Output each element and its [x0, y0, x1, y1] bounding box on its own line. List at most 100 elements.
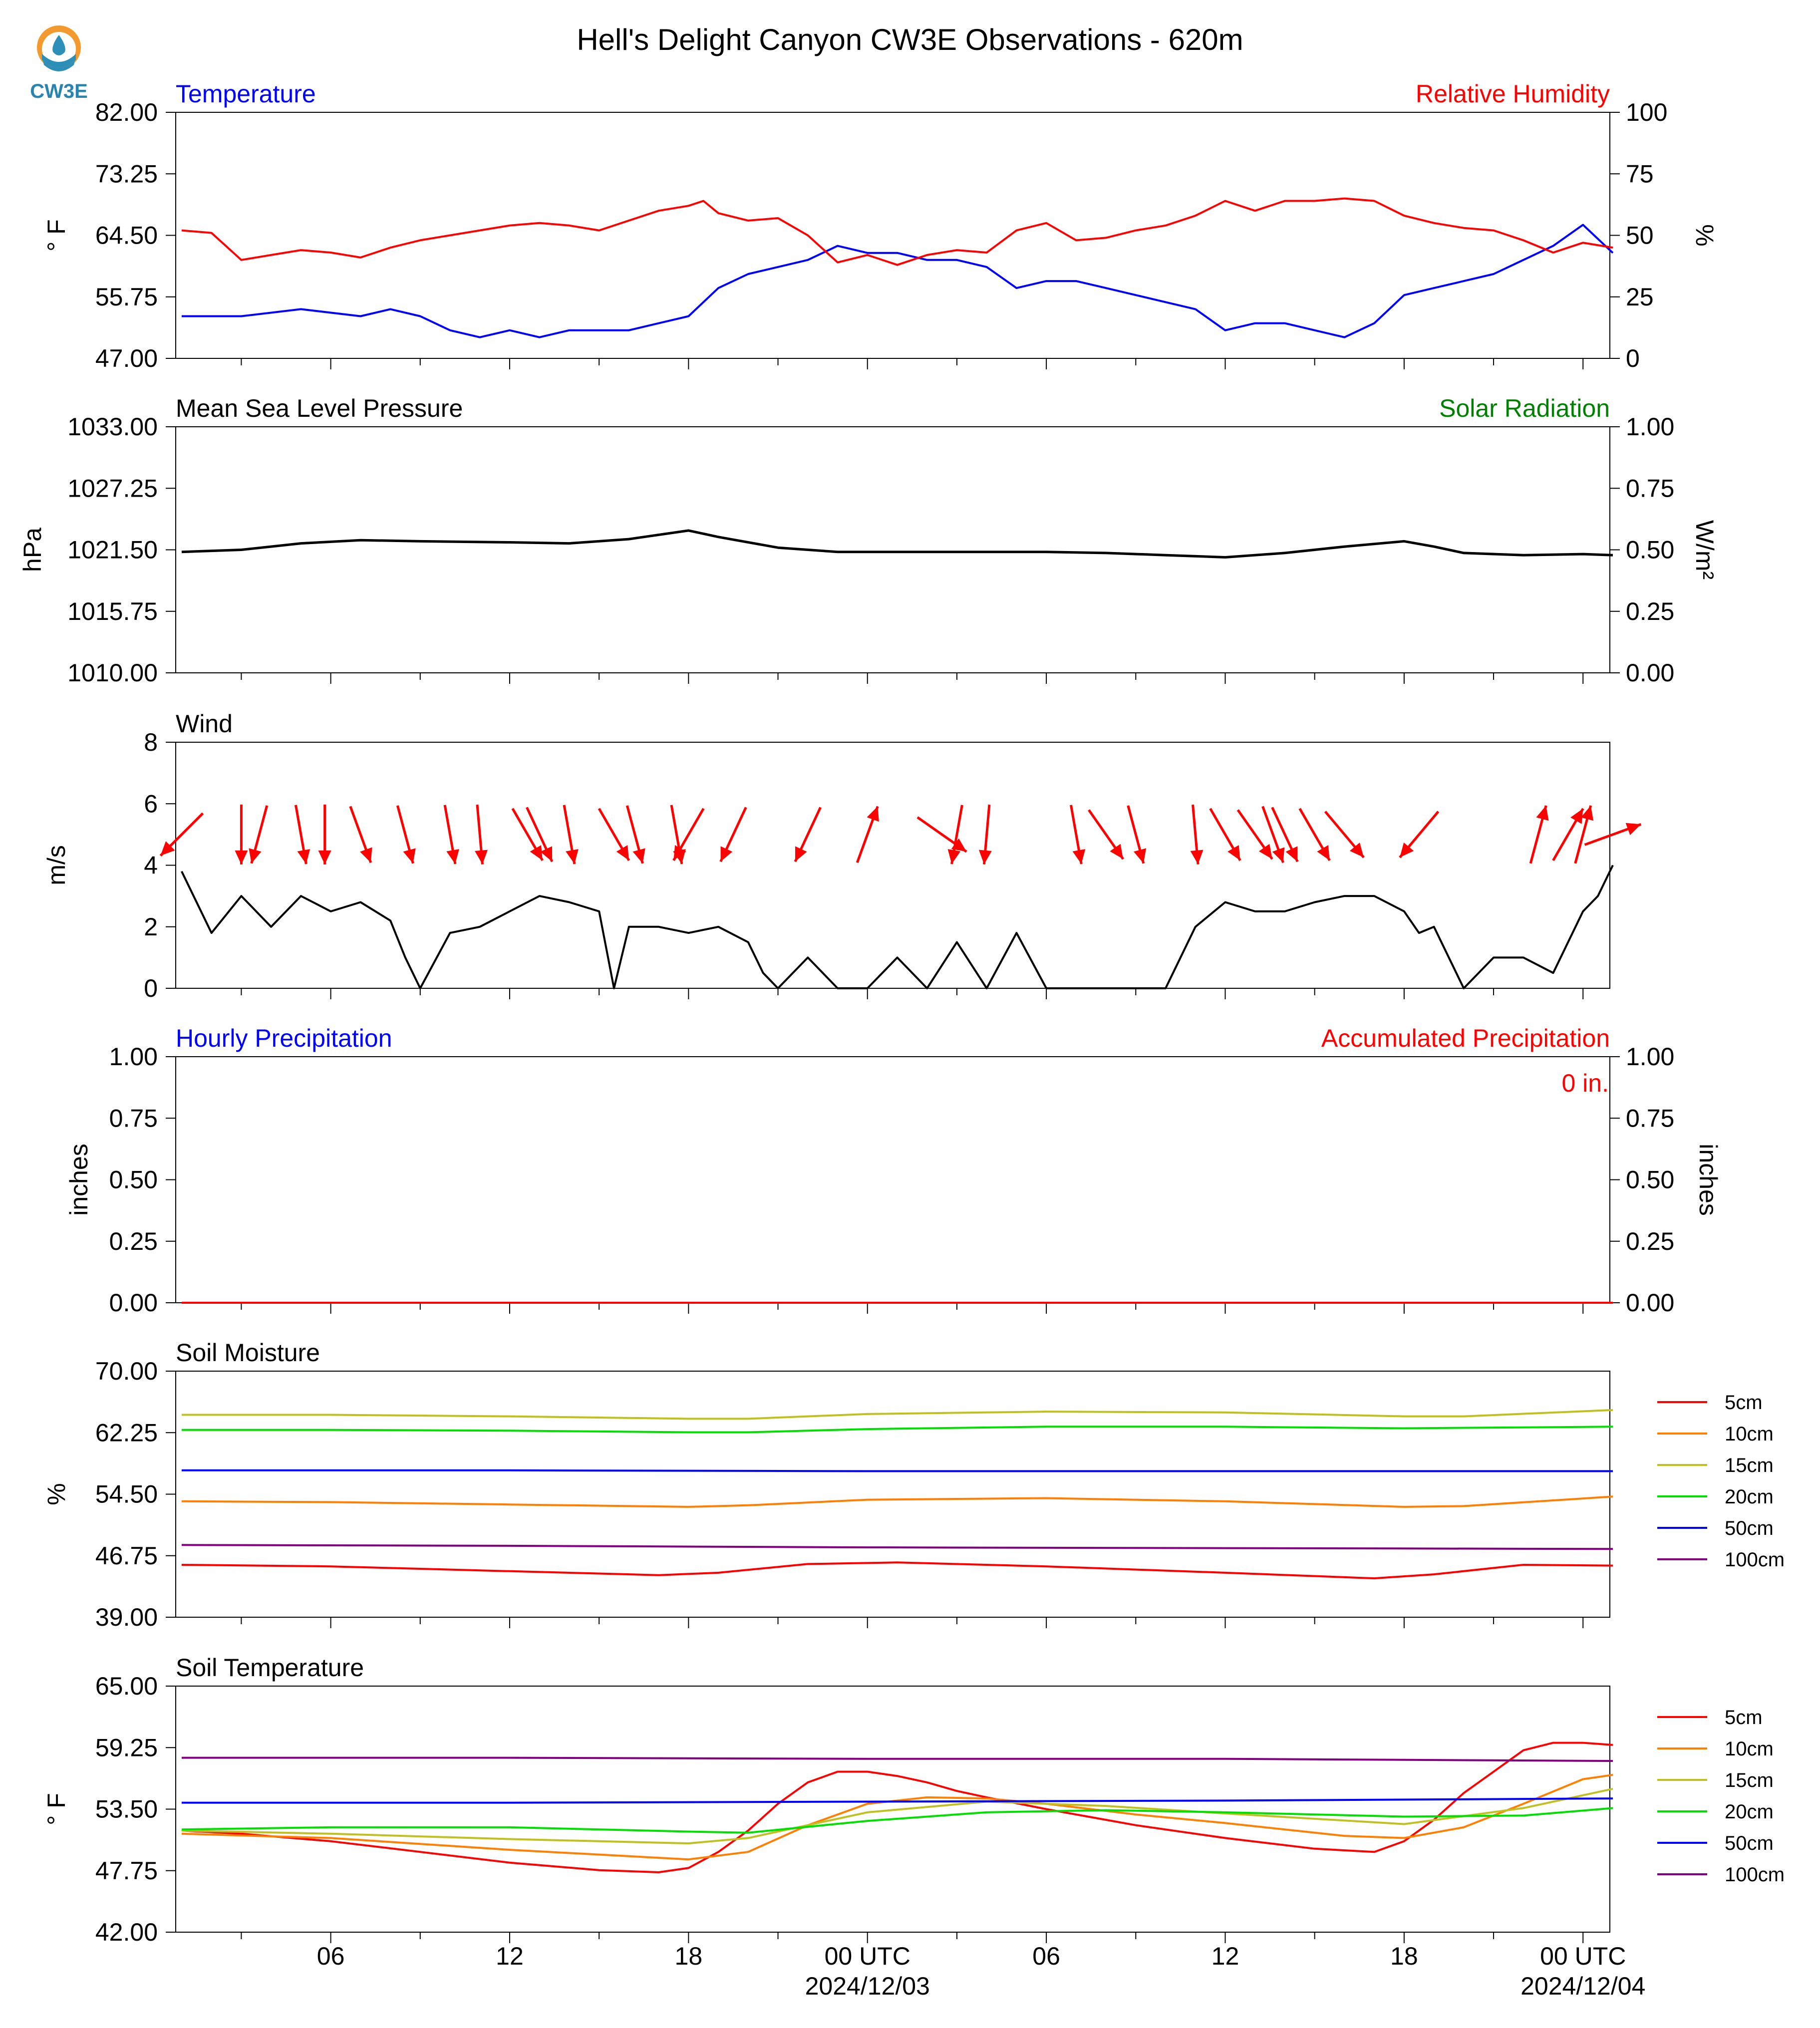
soilm-legend-label: 100cm: [1725, 1549, 1785, 1571]
wind-arrow-head: [867, 806, 879, 822]
soilm-series-10cm-line: [181, 1495, 1613, 1508]
soilt-legend-label: 10cm: [1725, 1738, 1774, 1760]
page-title: Hell's Delight Canyon CW3E Observations …: [577, 23, 1243, 56]
wind-arrow: [1552, 808, 1584, 862]
soilt-series-100cm-line: [181, 1756, 1613, 1762]
soilm-series-15cm-line: [181, 1409, 1613, 1420]
wind-arrow: [1209, 808, 1241, 862]
wind-arrow: [947, 805, 963, 865]
wind-arrow: [1069, 805, 1086, 865]
precip-ylabel: inches: [65, 1144, 93, 1216]
x-tick-label: 12: [496, 1942, 524, 1970]
wind-arrow-head: [160, 841, 175, 856]
soilt-legend-label: 50cm: [1725, 1832, 1774, 1854]
x-tick-date: 2024/12/03: [805, 1972, 930, 2000]
wind-ylabel: m/s: [42, 845, 70, 885]
wind-ytick-label: 0: [144, 974, 158, 1002]
precip-frame: [175, 1056, 1610, 1303]
pres-y2tick-label: 1.00: [1626, 413, 1674, 441]
wind-arrow-head: [673, 845, 686, 861]
wind-arrow: [159, 812, 204, 857]
temp-title-right: Relative Humidity: [1416, 80, 1610, 108]
wind-arrow-head: [1625, 823, 1641, 836]
logo-wordmark: CW3E: [30, 80, 88, 102]
soilm-ytick-label: 54.50: [95, 1480, 158, 1508]
x-tick-label: 12: [1212, 1942, 1239, 1970]
wind-ytick-label: 6: [144, 790, 158, 818]
wind-arrow: [249, 805, 269, 864]
temp-y2tick-label: 25: [1626, 283, 1654, 311]
panel-soilm: Soil Moisture 70.00 62.25 54.50 46.75 39.00% 5…: [42, 1339, 1785, 1631]
pres-series-0-line: [181, 529, 1613, 559]
wind-arrow-head: [1110, 844, 1123, 859]
wind-arrow-head: [947, 849, 961, 864]
pres-title-right: Solar Radiation: [1439, 394, 1610, 422]
precip-ytick-label: 0.75: [109, 1104, 158, 1132]
soilt-legend: 5cm 10cm 15cm 20cm 50cm 100cm: [1657, 1707, 1785, 1886]
wind-arrow: [1088, 809, 1125, 860]
temp-ytick-label: 73.25: [95, 160, 158, 188]
temp-ytick-label: 82.00: [95, 98, 158, 126]
soilm-legend-label: 15cm: [1725, 1454, 1774, 1476]
temp-title-left: Temperature: [176, 80, 316, 108]
wind-arrow: [475, 804, 488, 865]
wind-arrow: [511, 808, 544, 862]
precip-y2tick-label: 1.00: [1626, 1043, 1674, 1071]
wind-arrow-head: [1227, 845, 1240, 861]
pres-y2label: W/m²: [1691, 520, 1719, 579]
x-tick-label: 18: [675, 1942, 703, 1970]
soilm-legend: 5cm 10cm 15cm 20cm 50cm 100cm: [1657, 1392, 1785, 1571]
wind-arrow-head: [235, 850, 248, 865]
soilt-series-20cm-line: [181, 1807, 1613, 1834]
wind-arrow-head: [720, 846, 733, 862]
pres-frame: [175, 426, 1610, 673]
soilt-series-5cm-line: [181, 1741, 1613, 1873]
soilt-ytick-label: 59.25: [95, 1734, 158, 1761]
soilm-frame: [175, 1371, 1610, 1618]
wind-arrow: [318, 804, 331, 865]
soilt-ytick-label: 47.75: [95, 1857, 158, 1885]
wind-arrow: [856, 806, 879, 864]
precip-y2tick-label: 0.50: [1626, 1166, 1674, 1194]
panel-temp: Temperature Relative Humidity 82.00 73.25 64…: [42, 80, 1719, 372]
wind-arrow-head: [566, 849, 579, 864]
pres-y2tick-label: 0.00: [1626, 659, 1674, 687]
temp-ytick-label: 64.50: [95, 222, 158, 250]
wind-ytick-label: 2: [144, 913, 158, 941]
x-tick-label: 06: [1032, 1942, 1060, 1970]
wind-arrow: [625, 805, 645, 864]
temp-y2tick-label: 0: [1626, 344, 1640, 372]
temp-ytick-label: 55.75: [95, 283, 158, 311]
wind-arrow: [1529, 805, 1549, 864]
x-tick-label: 00 UTC: [825, 1942, 910, 1970]
pres-ylabel: hPa: [18, 528, 46, 572]
soilt-legend-label: 100cm: [1725, 1864, 1785, 1886]
wind-arrow: [294, 805, 310, 865]
soilt-ytick-label: 53.50: [95, 1795, 158, 1823]
pres-ytick-label: 1021.50: [67, 536, 158, 564]
wind-arrow-head: [1536, 805, 1549, 821]
wind-arrow: [1190, 804, 1204, 865]
temp-frame: [175, 112, 1610, 359]
wind-arrow-head: [530, 845, 543, 861]
soilm-ytick-label: 39.00: [95, 1603, 158, 1631]
precip-title-left: Hourly Precipitation: [176, 1024, 392, 1052]
wind-arrow: [443, 805, 459, 865]
chart-panels: Temperature Relative Humidity82.0073.2564…: [18, 80, 1785, 1946]
x-tick-label: 06: [317, 1942, 345, 1970]
soilm-series-100cm-line: [181, 1544, 1613, 1550]
wind-arrow: [1271, 807, 1299, 863]
soilt-series-15cm-line: [181, 1787, 1613, 1845]
temp-y2tick-label: 100: [1626, 98, 1667, 126]
soilt-legend-label: 5cm: [1725, 1707, 1763, 1729]
precip-ytick-label: 1.00: [109, 1043, 158, 1071]
wind-arrow: [349, 806, 372, 864]
soilm-series-20cm-line: [181, 1426, 1613, 1434]
soilt-ytick-label: 42.00: [95, 1918, 158, 1946]
water-drop-sun-icon: [37, 25, 81, 71]
soilm-ytick-label: 62.25: [95, 1419, 158, 1447]
temp-y2label: %: [1691, 224, 1719, 246]
wind-arrow-head: [795, 846, 807, 862]
